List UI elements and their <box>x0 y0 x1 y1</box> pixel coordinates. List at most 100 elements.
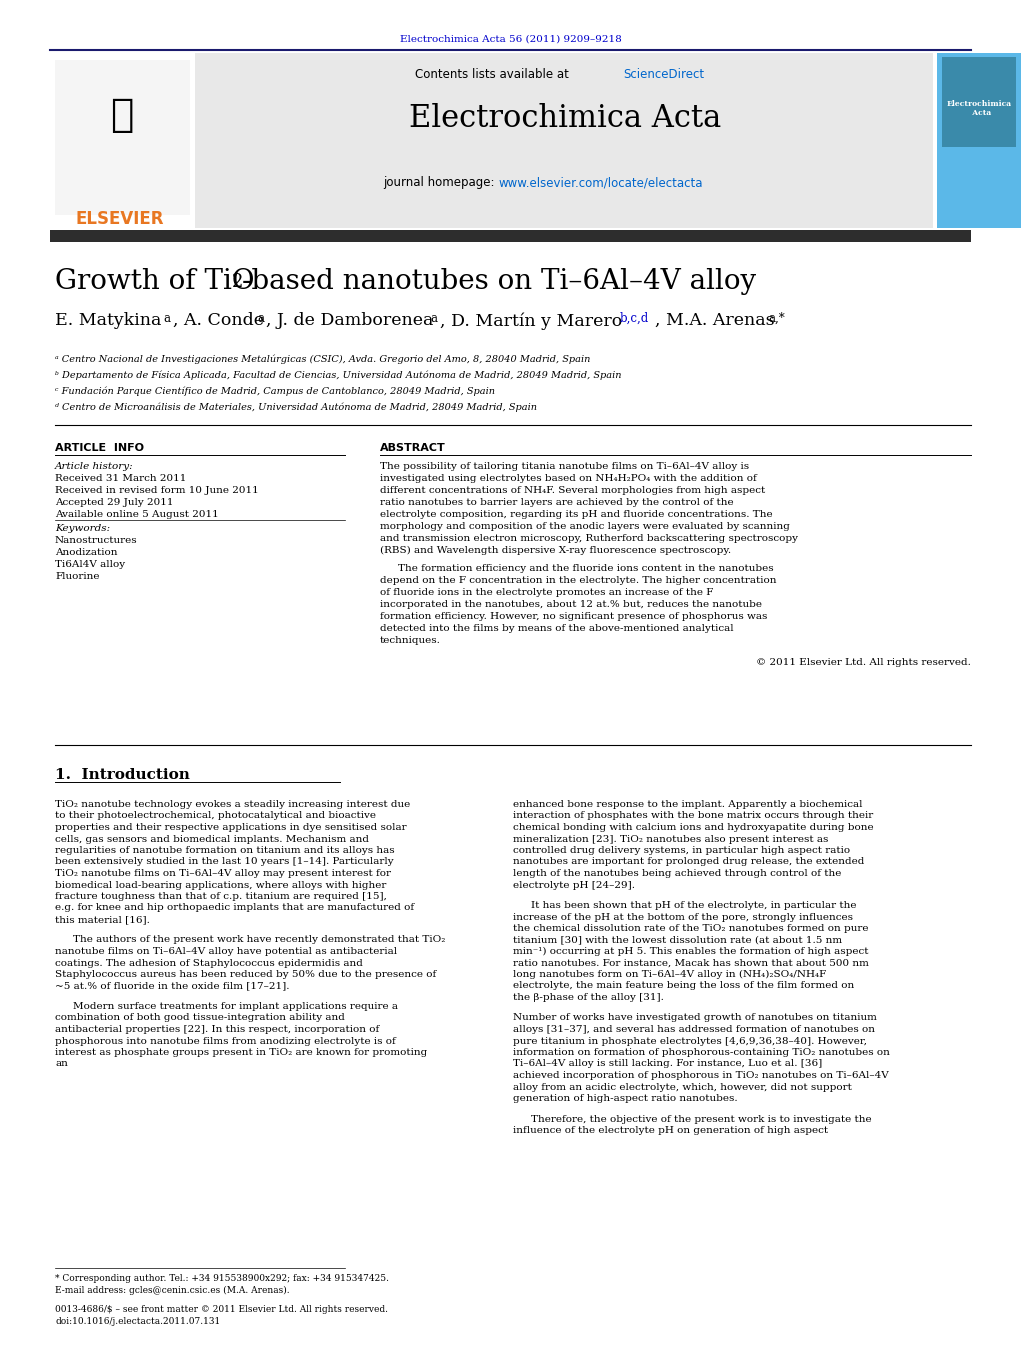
Bar <box>195 53 933 228</box>
Text: coatings. The adhesion of Staphylococcus epidermidis and: coatings. The adhesion of Staphylococcus… <box>55 958 362 967</box>
Text: 🌲: 🌲 <box>110 96 134 134</box>
Bar <box>55 59 190 215</box>
Text: Staphylococcus aureus has been reduced by 50% due to the presence of: Staphylococcus aureus has been reduced b… <box>55 970 436 979</box>
Text: incorporated in the nanotubes, about 12 at.% but, reduces the nanotube: incorporated in the nanotubes, about 12 … <box>380 600 762 609</box>
Text: fracture toughness than that of c.p. titanium are required [15],: fracture toughness than that of c.p. tit… <box>55 892 387 901</box>
Text: electrolyte pH [24–29].: electrolyte pH [24–29]. <box>513 881 635 889</box>
Text: (RBS) and Wavelength dispersive X-ray fluorescence spectroscopy.: (RBS) and Wavelength dispersive X-ray fl… <box>380 546 731 555</box>
Text: E-mail address: gcles@cenin.csic.es (M.A. Arenas).: E-mail address: gcles@cenin.csic.es (M.A… <box>55 1286 290 1296</box>
Text: Ti–6Al–4V alloy is still lacking. For instance, Luo et al. [36]: Ti–6Al–4V alloy is still lacking. For in… <box>513 1059 822 1069</box>
Text: , A. Conde: , A. Conde <box>173 312 264 330</box>
Text: Anodization: Anodization <box>55 549 117 557</box>
Bar <box>937 53 1021 228</box>
Text: Article history:: Article history: <box>55 462 134 471</box>
Text: increase of the pH at the bottom of the pore, strongly influences: increase of the pH at the bottom of the … <box>513 912 853 921</box>
Text: antibacterial properties [22]. In this respect, incorporation of: antibacterial properties [22]. In this r… <box>55 1025 379 1034</box>
Text: Electrochimica Acta: Electrochimica Acta <box>408 103 721 134</box>
Text: ᵈ Centro de Microanálisis de Materiales, Universidad Autónoma de Madrid, 28049 M: ᵈ Centro de Microanálisis de Materiales,… <box>55 403 537 412</box>
Text: nanotube films on Ti–6Al–4V alloy have potential as antibacterial: nanotube films on Ti–6Al–4V alloy have p… <box>55 947 397 957</box>
Text: TiO₂ nanotube technology evokes a steadily increasing interest due: TiO₂ nanotube technology evokes a steadi… <box>55 800 410 809</box>
Bar <box>50 230 971 242</box>
Text: Therefore, the objective of the present work is to investigate the: Therefore, the objective of the present … <box>531 1115 872 1124</box>
Text: journal homepage:: journal homepage: <box>383 176 498 189</box>
Text: ELSEVIER: ELSEVIER <box>75 209 163 228</box>
Text: Accepted 29 July 2011: Accepted 29 July 2011 <box>55 499 174 507</box>
Text: enhanced bone response to the implant. Apparently a biochemical: enhanced bone response to the implant. A… <box>513 800 863 809</box>
Text: nanotubes are important for prolonged drug release, the extended: nanotubes are important for prolonged dr… <box>513 858 865 866</box>
Text: a,*: a,* <box>768 312 785 326</box>
Text: the β-phase of the alloy [31].: the β-phase of the alloy [31]. <box>513 993 664 1002</box>
Text: Keywords:: Keywords: <box>55 524 110 534</box>
Text: phosphorous into nanotube films from anodizing electrolyte is of: phosphorous into nanotube films from ano… <box>55 1036 396 1046</box>
Text: titanium [30] with the lowest dissolution rate (at about 1.5 nm: titanium [30] with the lowest dissolutio… <box>513 935 842 944</box>
Text: biomedical load-bearing applications, where alloys with higher: biomedical load-bearing applications, wh… <box>55 881 386 889</box>
Text: techniques.: techniques. <box>380 636 441 644</box>
Text: ARTICLE  INFO: ARTICLE INFO <box>55 443 144 453</box>
Text: interaction of phosphates with the bone matrix occurs through their: interaction of phosphates with the bone … <box>513 812 873 820</box>
Bar <box>942 57 1016 147</box>
Text: Contents lists available at: Contents lists available at <box>415 68 573 81</box>
Text: doi:10.1016/j.electacta.2011.07.131: doi:10.1016/j.electacta.2011.07.131 <box>55 1317 221 1325</box>
Text: e.g. for knee and hip orthopaedic implants that are manufactured of: e.g. for knee and hip orthopaedic implan… <box>55 904 415 912</box>
Text: a: a <box>163 312 171 326</box>
Text: , J. de Damborenea: , J. de Damborenea <box>266 312 433 330</box>
Text: , D. Martín y Marero: , D. Martín y Marero <box>440 312 622 330</box>
Text: long nanotubes form on Ti–6Al–4V alloy in (NH₄)₂SO₄/NH₄F: long nanotubes form on Ti–6Al–4V alloy i… <box>513 970 826 979</box>
Text: combination of both good tissue-integration ability and: combination of both good tissue-integrat… <box>55 1013 345 1023</box>
Text: Received in revised form 10 June 2011: Received in revised form 10 June 2011 <box>55 486 258 494</box>
Text: The authors of the present work have recently demonstrated that TiO₂: The authors of the present work have rec… <box>72 935 445 944</box>
Text: a: a <box>257 312 264 326</box>
Text: achieved incorporation of phosphorous in TiO₂ nanotubes on Ti–6Al–4V: achieved incorporation of phosphorous in… <box>513 1071 888 1079</box>
Text: properties and their respective applications in dye sensitised solar: properties and their respective applicat… <box>55 823 406 832</box>
Text: ABSTRACT: ABSTRACT <box>380 443 446 453</box>
Text: cells, gas sensors and biomedical implants. Mechanism and: cells, gas sensors and biomedical implan… <box>55 835 369 843</box>
Text: Electrochimica Acta 56 (2011) 9209–9218: Electrochimica Acta 56 (2011) 9209–9218 <box>400 35 622 45</box>
Text: the chemical dissolution rate of the TiO₂ nanotubes formed on pure: the chemical dissolution rate of the TiO… <box>513 924 869 934</box>
Text: influence of the electrolyte pH on generation of high aspect: influence of the electrolyte pH on gener… <box>513 1125 828 1135</box>
Text: 2: 2 <box>232 273 243 290</box>
Text: generation of high-aspect ratio nanotubes.: generation of high-aspect ratio nanotube… <box>513 1094 737 1102</box>
Text: pure titanium in phosphate electrolytes [4,6,9,36,38–40]. However,: pure titanium in phosphate electrolytes … <box>513 1036 867 1046</box>
Text: different concentrations of NH₄F. Several morphologies from high aspect: different concentrations of NH₄F. Severa… <box>380 486 766 494</box>
Text: Received 31 March 2011: Received 31 March 2011 <box>55 474 187 484</box>
Text: investigated using electrolytes based on NH₄H₂PO₄ with the addition of: investigated using electrolytes based on… <box>380 474 757 484</box>
Text: b,c,d: b,c,d <box>620 312 649 326</box>
Text: 0013-4686/$ – see front matter © 2011 Elsevier Ltd. All rights reserved.: 0013-4686/$ – see front matter © 2011 El… <box>55 1305 388 1315</box>
Text: formation efficiency. However, no significant presence of phosphorus was: formation efficiency. However, no signif… <box>380 612 768 621</box>
Text: electrolyte, the main feature being the loss of the film formed on: electrolyte, the main feature being the … <box>513 981 855 990</box>
Text: of fluoride ions in the electrolyte promotes an increase of the F: of fluoride ions in the electrolyte prom… <box>380 588 714 597</box>
Text: information on formation of phosphorous-containing TiO₂ nanotubes on: information on formation of phosphorous-… <box>513 1048 890 1056</box>
Text: ᵇ Departamento de Física Aplicada, Facultad de Ciencias, Universidad Autónoma de: ᵇ Departamento de Física Aplicada, Facul… <box>55 370 622 380</box>
Text: © 2011 Elsevier Ltd. All rights reserved.: © 2011 Elsevier Ltd. All rights reserved… <box>757 658 971 667</box>
Text: a: a <box>430 312 437 326</box>
Text: ~5 at.% of fluoride in the oxide film [17–21].: ~5 at.% of fluoride in the oxide film [1… <box>55 981 290 990</box>
Text: controlled drug delivery systems, in particular high aspect ratio: controlled drug delivery systems, in par… <box>513 846 850 855</box>
Text: detected into the films by means of the above-mentioned analytical: detected into the films by means of the … <box>380 624 734 634</box>
Text: chemical bonding with calcium ions and hydroxyapatite during bone: chemical bonding with calcium ions and h… <box>513 823 874 832</box>
Text: and transmission electron microscopy, Rutherford backscattering spectroscopy: and transmission electron microscopy, Ru… <box>380 534 798 543</box>
Text: min⁻¹) occurring at pH 5. This enables the formation of high aspect: min⁻¹) occurring at pH 5. This enables t… <box>513 947 869 957</box>
Text: interest as phosphate groups present in TiO₂ are known for promoting: interest as phosphate groups present in … <box>55 1048 427 1056</box>
Text: electrolyte composition, regarding its pH and fluoride concentrations. The: electrolyte composition, regarding its p… <box>380 509 773 519</box>
Text: Growth of TiO: Growth of TiO <box>55 267 254 295</box>
Text: TiO₂ nanotube films on Ti–6Al–4V alloy may present interest for: TiO₂ nanotube films on Ti–6Al–4V alloy m… <box>55 869 391 878</box>
Text: www.elsevier.com/locate/electacta: www.elsevier.com/locate/electacta <box>498 176 702 189</box>
Text: It has been shown that pH of the electrolyte, in particular the: It has been shown that pH of the electro… <box>531 901 857 911</box>
Text: this material [16].: this material [16]. <box>55 915 150 924</box>
Text: to their photoelectrochemical, photocatalytical and bioactive: to their photoelectrochemical, photocata… <box>55 812 376 820</box>
Text: ᵃ Centro Nacional de Investigaciones Metalúrgicas (CSIC), Avda. Gregorio del Amo: ᵃ Centro Nacional de Investigaciones Met… <box>55 354 590 363</box>
Text: an: an <box>55 1059 67 1069</box>
Text: alloys [31–37], and several has addressed formation of nanotubes on: alloys [31–37], and several has addresse… <box>513 1025 875 1034</box>
Text: Available online 5 August 2011: Available online 5 August 2011 <box>55 509 218 519</box>
Text: ᶜ Fundación Parque Científico de Madrid, Campus de Cantoblanco, 28049 Madrid, Sp: ᶜ Fundación Parque Científico de Madrid,… <box>55 386 495 396</box>
Text: ScienceDirect: ScienceDirect <box>623 68 704 81</box>
Text: * Corresponding author. Tel.: +34 915538900x292; fax: +34 915347425.: * Corresponding author. Tel.: +34 915538… <box>55 1274 389 1283</box>
Text: been extensively studied in the last 10 years [1–14]. Particularly: been extensively studied in the last 10 … <box>55 858 394 866</box>
Text: 1.  Introduction: 1. Introduction <box>55 767 190 782</box>
Text: regularities of nanotube formation on titanium and its alloys has: regularities of nanotube formation on ti… <box>55 846 395 855</box>
Text: depend on the F concentration in the electrolyte. The higher concentration: depend on the F concentration in the ele… <box>380 576 777 585</box>
Text: ratio nanotubes. For instance, Macak has shown that about 500 nm: ratio nanotubes. For instance, Macak has… <box>513 958 869 967</box>
Text: Nanostructures: Nanostructures <box>55 536 138 544</box>
Text: -based nanotubes on Ti–6Al–4V alloy: -based nanotubes on Ti–6Al–4V alloy <box>242 267 757 295</box>
Text: Ti6Al4V alloy: Ti6Al4V alloy <box>55 561 126 569</box>
